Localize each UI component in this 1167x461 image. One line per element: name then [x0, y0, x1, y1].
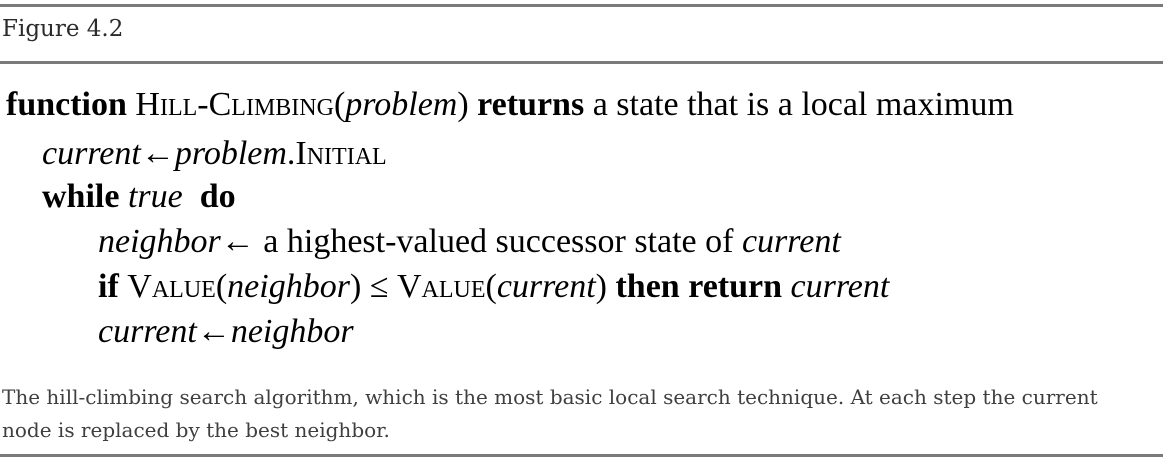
var-current: current [42, 135, 141, 172]
keyword-then-return: then return [615, 268, 783, 305]
paren-open: ( [485, 268, 497, 305]
arg-neighbor: neighbor [227, 268, 350, 305]
param-problem: problem [345, 86, 458, 123]
return-description: a state that is a local maximum [592, 86, 1014, 123]
keyword-while: while [42, 178, 120, 215]
var-current: current [741, 223, 841, 260]
bottom-rule [0, 454, 1163, 457]
algo-line-3: while true do [42, 180, 236, 214]
var-neighbor: neighbor [98, 223, 221, 260]
keyword-returns: returns [477, 86, 585, 123]
algo-line-4: neighbor← a highest-valued successor sta… [98, 225, 841, 259]
condition-true: true [127, 178, 183, 215]
var-problem: problem [174, 135, 287, 172]
successor-description: a highest-valued successor state of [263, 223, 734, 260]
algo-line-1: function Hill-Climbing(problem) returns … [6, 88, 1014, 122]
return-current: current [790, 268, 890, 305]
figure-caption: The hill-climbing search algorithm, whic… [2, 385, 1098, 442]
dot: . [286, 135, 296, 172]
fn-value: Value [396, 268, 486, 305]
paren-close: ) [457, 86, 469, 123]
keyword-do: do [199, 178, 236, 215]
figure-label: Figure 4.2 [2, 16, 124, 42]
paren-close: ) [595, 268, 607, 305]
assign-arrow: ← [140, 135, 175, 172]
keyword-if: if [98, 268, 119, 305]
function-name: Hill-Climbing [135, 86, 334, 123]
header-rule [0, 61, 1163, 64]
top-rule [0, 4, 1163, 7]
paren-open: ( [333, 86, 346, 123]
algo-line-6: current←neighbor [98, 315, 354, 349]
assign-arrow: ← [220, 223, 255, 260]
assign-arrow: ← [196, 313, 231, 350]
var-neighbor: neighbor [230, 313, 354, 350]
keyword-function: function [6, 86, 127, 123]
leq-operator: ≤ [369, 268, 389, 305]
algo-line-5: if Value(neighbor) ≤ Value(current) then… [98, 270, 889, 304]
arg-current: current [496, 268, 596, 305]
paren-close: ) [349, 268, 362, 305]
paren-open: ( [215, 268, 228, 305]
algo-line-2: current←problem.Initial [42, 137, 387, 171]
var-current: current [98, 313, 197, 350]
field-initial: Initial [295, 135, 387, 172]
fn-value: Value [127, 268, 216, 305]
